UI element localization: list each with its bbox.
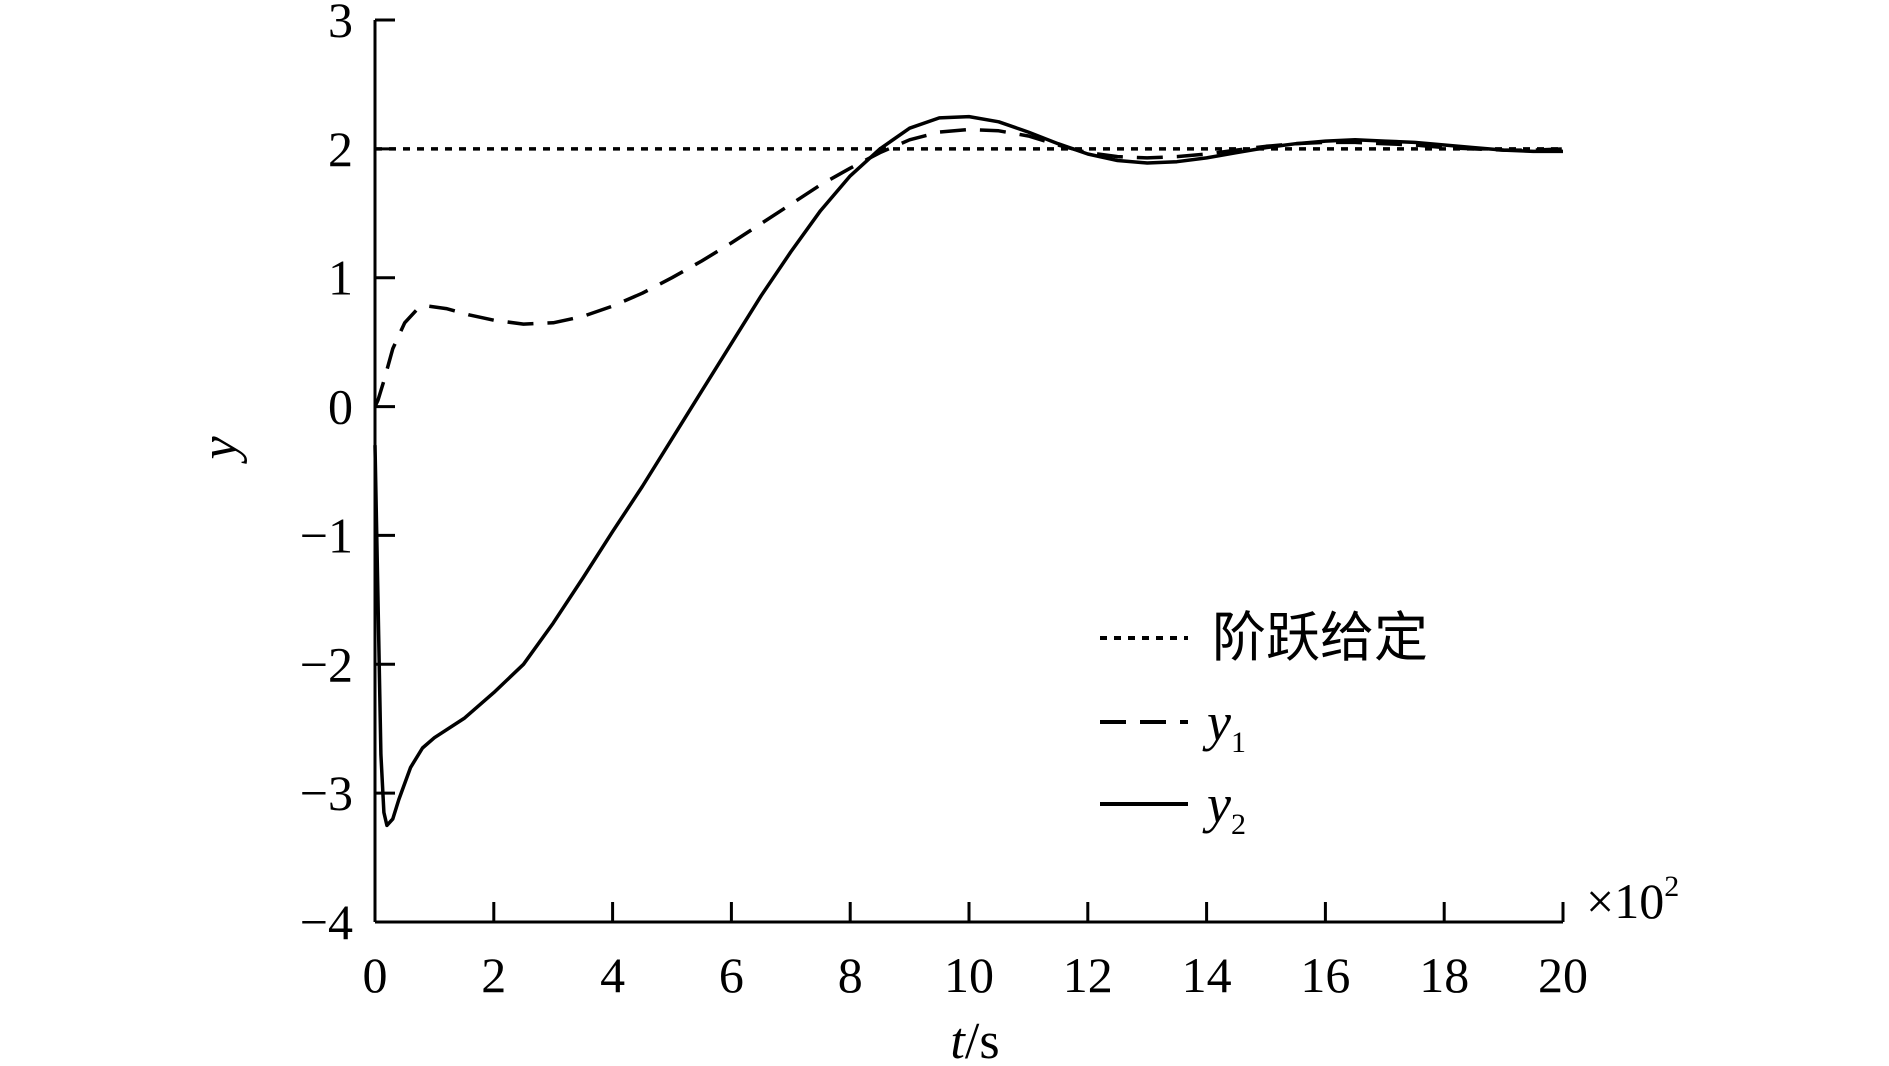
y-tick-label: 3: [328, 0, 353, 48]
x-axis-label: t/s: [950, 1013, 999, 1066]
series-y2: [373, 114, 1563, 828]
legend-label-step: 阶跃给定: [1212, 608, 1428, 668]
x-axis-multiplier: ×102: [1586, 870, 1679, 929]
x-tick-label: 0: [363, 947, 388, 1003]
x-tick-label: 12: [1063, 947, 1113, 1003]
series-y1: [373, 127, 1564, 408]
x-tick-label: 18: [1419, 947, 1469, 1003]
y-tick-label: −4: [300, 894, 353, 950]
y-tick-label: 0: [328, 379, 353, 435]
x-tick-label: 10: [944, 947, 994, 1003]
y-tick-label: −3: [300, 765, 353, 821]
x-tick-label: 20: [1538, 947, 1588, 1003]
x-tick-label: 14: [1182, 947, 1232, 1003]
x-tick-label: 2: [481, 947, 506, 1003]
y-tick-label: −1: [300, 507, 353, 563]
axes: [373, 20, 1563, 924]
x-tick-label: 4: [600, 947, 625, 1003]
y-tick-label: 1: [328, 250, 353, 306]
legend-label-y1: y1: [1202, 692, 1246, 759]
x-tick-label: 6: [719, 947, 744, 1003]
y-axis-label: y: [191, 436, 248, 465]
y-tick-label: 2: [328, 121, 353, 177]
legend-label-y2: y2: [1202, 774, 1246, 841]
x-tick-label: 16: [1300, 947, 1350, 1003]
legend: 阶跃给定 y1 y2: [1100, 608, 1428, 841]
x-tick-label: 8: [838, 947, 863, 1003]
y-tick-label: −2: [300, 636, 353, 692]
series-group: [373, 114, 1564, 828]
